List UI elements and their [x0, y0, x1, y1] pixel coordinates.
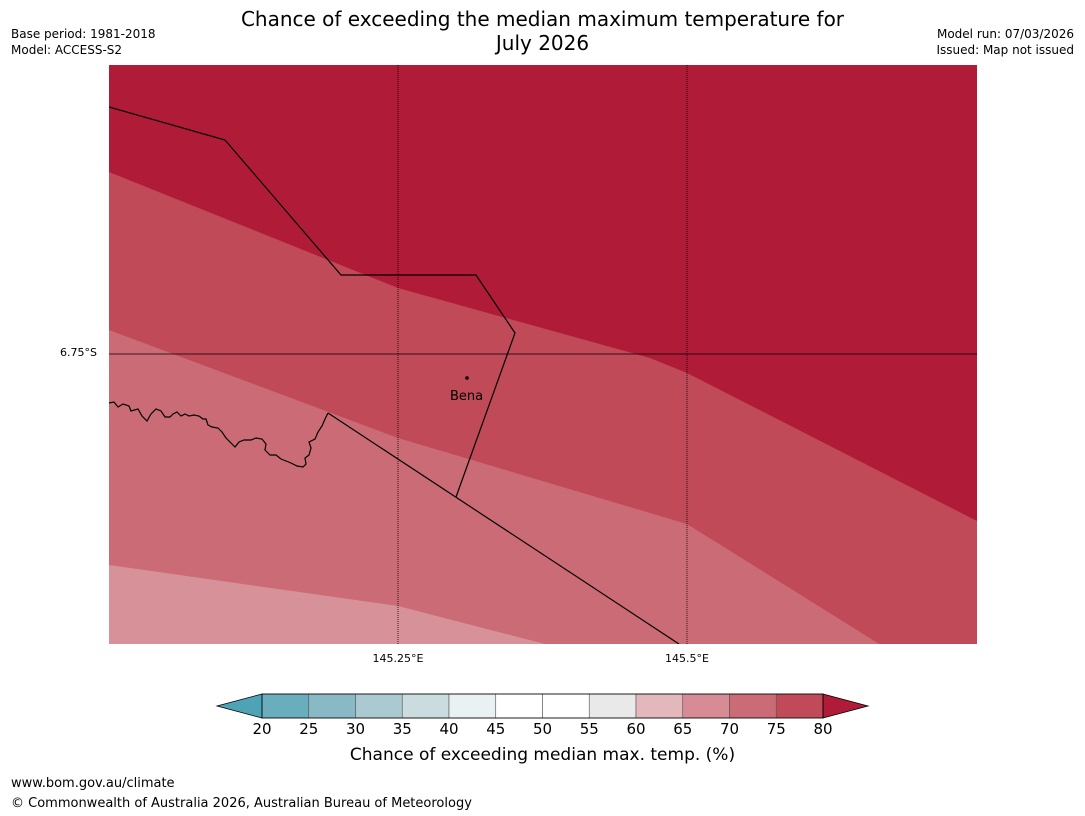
latitude-label: 6.75°S: [60, 346, 97, 359]
model-run: Model run: 07/03/2026: [936, 27, 1074, 41]
legend-tick-35: 35: [392, 720, 412, 738]
zone-65-70: [109, 565, 545, 644]
legend-swatch-30-35: [355, 693, 403, 719]
issued-status: Issued: Map not issued: [936, 43, 1074, 57]
model-name: Model: ACCESS-S2: [11, 43, 123, 57]
location-dot-icon: [465, 376, 469, 380]
legend-tick-50: 50: [532, 720, 553, 738]
legend-swatch-75-80: [775, 693, 824, 719]
legend-swatch-25-30: [308, 693, 356, 719]
legend-tick-30: 30: [345, 720, 366, 738]
legend-tick-55: 55: [579, 720, 599, 738]
legend-swatch-55-60: [588, 693, 637, 719]
legend-tick-40: 40: [439, 720, 459, 738]
legend-swatch-20-25: [261, 693, 310, 719]
zone-75-80-lower-right: [687, 524, 977, 644]
legend-swatch-50-55: [542, 693, 590, 719]
longitude-label-2: 145.5°E: [665, 652, 709, 665]
legend-title: Chance of exceeding median max. temp. (%…: [349, 745, 736, 765]
legend-tick-75: 75: [766, 720, 786, 738]
legend-swatch-35-40: [401, 693, 450, 719]
map-title: Chance of exceeding the median maximum t…: [180, 7, 905, 55]
legend-swatch-60-65: [635, 693, 684, 719]
legend-swatch-70-75: [729, 693, 777, 719]
legend-swatch-65-70: [682, 693, 730, 719]
longitude-label-1: 145.25°E: [372, 652, 424, 665]
title-line-1: Chance of exceeding the median maximum t…: [240, 7, 845, 31]
legend-tick-80: 80: [813, 720, 833, 738]
legend-tick-70: 70: [719, 720, 740, 738]
river-coastline: [109, 401, 329, 468]
footer-copyright: © Commonwealth of Australia 2026, Austra…: [11, 796, 472, 811]
zone-70-75: [109, 330, 977, 644]
place-label-bena: Bena: [450, 389, 484, 404]
legend-tick-60: 60: [626, 720, 646, 738]
legend-swatch-45-50: [495, 693, 543, 719]
title-line-2: July 2026: [495, 31, 590, 55]
footer-url[interactable]: www.bom.gov.au/climate: [11, 776, 175, 791]
legend-tick-25: 25: [299, 720, 319, 738]
meta-right: Model run: 07/03/2026 Issued: Map not is…: [936, 26, 1074, 58]
legend-tick-20: 20: [252, 720, 272, 738]
meta-left: Base period: 1981-2018 Model: ACCESS-S2: [11, 26, 156, 58]
province-border-south: [327, 412, 680, 644]
legend-tick-45: 45: [486, 720, 506, 738]
base-period: Base period: 1981-2018: [11, 27, 156, 41]
province-border: [109, 106, 516, 498]
legend-arrow-low: [215, 693, 263, 719]
legend-arrow-high: [822, 693, 870, 719]
legend-swatch-40-45: [448, 693, 497, 719]
legend-tick-65: 65: [673, 720, 693, 738]
legend-outline: [261, 693, 824, 719]
